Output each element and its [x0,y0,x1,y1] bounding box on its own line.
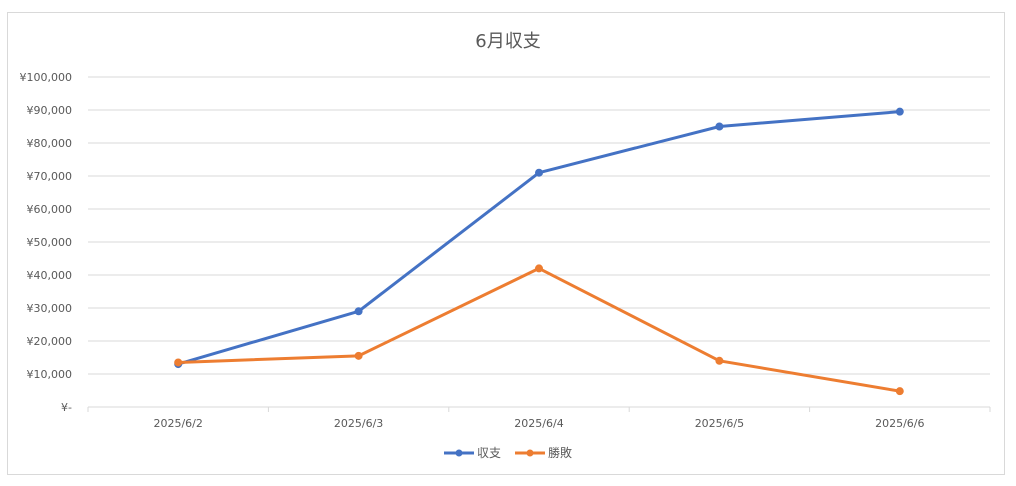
legend-label: 勝敗 [548,445,572,460]
chart-area [7,12,1005,475]
x-tick-label: 2025/6/4 [514,417,563,430]
x-axis: 2025/6/2 2025/6/3 2025/6/4 2025/6/5 2025/6/6 [87,406,991,430]
series-1 [174,107,904,369]
chart-title: 6月収支 [475,31,540,52]
y-tick-label: ¥70,000 [27,170,73,183]
gridlines [88,76,990,375]
data-point[interactable] [354,307,363,316]
data-point[interactable] [895,107,904,116]
x-tick-label: 2025/6/3 [334,417,383,430]
series-line [176,266,902,393]
x-tick-label: 2025/6/6 [875,417,924,430]
y-axis: ¥- ¥10,000 ¥20,000 ¥30,000 ¥40,000 ¥50,000 ¥60… [20,71,73,414]
legend-marker-icon [526,449,534,457]
x-tick-label: 2025/6/2 [153,417,202,430]
y-tick-label: ¥40,000 [27,269,73,282]
y-tick-label: ¥10,000 [27,368,73,381]
data-point[interactable] [895,387,904,396]
y-tick-label: ¥30,000 [27,302,73,315]
y-tick-label: ¥50,000 [27,236,73,249]
series-2 [174,264,904,396]
y-tick-label: ¥- [61,401,72,414]
legend: 収支 勝敗 [444,445,572,460]
data-point[interactable] [535,168,543,177]
series-line [176,110,902,366]
legend-marker-icon [455,449,463,457]
legend-item[interactable]: 収支 [444,446,501,460]
x-tick-label: 2025/6/5 [695,417,744,430]
data-point[interactable] [354,351,363,360]
data-point[interactable] [535,264,543,273]
data-point[interactable] [715,356,724,365]
y-tick-label: ¥60,000 [27,203,73,216]
plot-area [174,107,904,396]
legend-label: 収支 [477,446,501,460]
y-tick-label: ¥100,000 [20,71,73,84]
y-tick-label: ¥20,000 [27,335,73,348]
data-point[interactable] [715,122,724,131]
y-tick-label: ¥80,000 [27,137,73,150]
y-tick-label: ¥90,000 [27,104,73,117]
data-point[interactable] [174,358,183,367]
legend-item[interactable]: 勝敗 [515,445,572,460]
